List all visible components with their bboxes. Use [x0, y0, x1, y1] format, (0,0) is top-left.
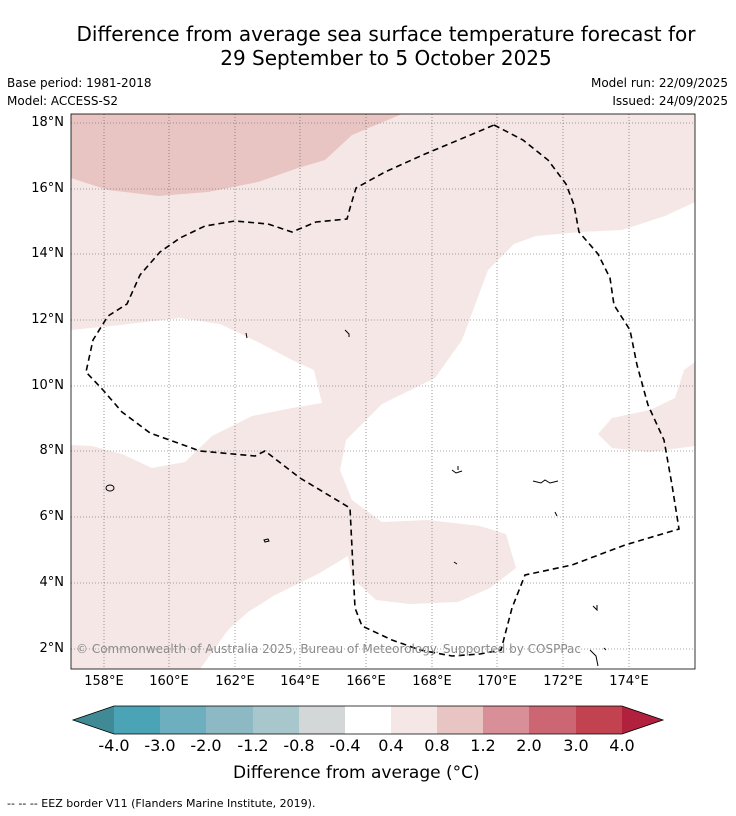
colorbar	[71, 705, 665, 735]
colorbar-tick-label: 0.8	[424, 736, 450, 755]
lat-label-4n: 4°N	[39, 575, 65, 590]
colorbar-bin	[529, 706, 576, 734]
neutral-region-central-east	[200, 202, 695, 669]
colorbar-bin	[483, 706, 529, 734]
map-area	[71, 114, 695, 669]
colorbar-bin	[576, 706, 622, 734]
eez-footnote: -- -- -- EEZ border V11 (Flanders Marine…	[7, 797, 316, 810]
lat-label-8n: 8°N	[39, 443, 65, 458]
model-run: Model run: 22/09/2025	[590, 76, 728, 90]
lat-label-14n: 14°N	[31, 246, 64, 261]
lon-label-166e: 166°E	[346, 674, 386, 689]
title-line-2: 29 September to 5 October 2025	[220, 46, 552, 70]
colorbar-bin	[114, 706, 160, 734]
lon-label-160e: 160°E	[149, 674, 189, 689]
lon-label-158e: 158°E	[84, 674, 124, 689]
chart-title: Difference from average sea surface temp…	[0, 22, 736, 70]
lon-label-172e: 172°E	[543, 674, 583, 689]
lon-label-170e: 170°E	[477, 674, 517, 689]
colorbar-tick-label: -4.0	[98, 736, 130, 755]
colorbar-tick-label: 0.4	[378, 736, 404, 755]
colorbar-tick-label: 3.0	[563, 736, 589, 755]
colorbar-bin	[160, 706, 206, 734]
colorbar-bin	[253, 706, 299, 734]
lat-label-10n: 10°N	[31, 378, 64, 393]
colorbar-bin	[345, 706, 391, 734]
model-name: Model: ACCESS-S2	[7, 94, 119, 108]
title-line-1: Difference from average sea surface temp…	[76, 22, 696, 46]
meta-right: Model run: 22/09/2025 Issued: 24/09/2025	[591, 74, 728, 110]
lon-label-162e: 162°E	[215, 674, 255, 689]
copyright-notice: © Commonwealth of Australia 2025, Bureau…	[76, 642, 581, 656]
colorbar-bin	[206, 706, 253, 734]
colorbar-bin	[391, 706, 437, 734]
island	[105, 484, 115, 492]
lat-label-18n: 18°N	[31, 115, 64, 130]
base-period: Base period: 1981-2018	[7, 76, 152, 90]
lon-label-164e: 164°E	[280, 674, 320, 689]
neutral-region-west	[71, 318, 322, 468]
map-frame	[70, 113, 696, 670]
island	[263, 538, 270, 543]
colorbar-tick-label: -1.2	[237, 736, 269, 755]
lon-label-174e: 174°E	[609, 674, 649, 689]
colorbar-tick-label: 4.0	[609, 736, 635, 755]
colorbar-outline	[71, 705, 665, 735]
colorbar-tick-label: 1.2	[470, 736, 496, 755]
anomaly-region-0-8-1-2	[71, 114, 402, 196]
colorbar-bin	[299, 706, 345, 734]
lat-label-16n: 16°N	[31, 181, 64, 196]
colorbar-title: Difference from average (°C)	[233, 763, 480, 783]
colorbar-tick-label: -3.0	[144, 736, 176, 755]
colorbar-tick-label: 2.0	[516, 736, 542, 755]
colorbar-bin	[437, 706, 483, 734]
colorbar-tick-label: -0.4	[329, 736, 361, 755]
lon-label-168e: 168°E	[412, 674, 452, 689]
lat-label-6n: 6°N	[39, 509, 65, 524]
meta-left: Base period: 1981-2018 Model: ACCESS-S2	[7, 74, 152, 110]
colorbar-tick-label: -0.8	[283, 736, 315, 755]
grid-lines	[71, 114, 695, 669]
colorbar-extend-high	[622, 706, 663, 734]
issued-date: Issued: 24/09/2025	[612, 94, 728, 108]
colorbar-extend-low	[73, 706, 114, 734]
colorbar-tick-label: -2.0	[190, 736, 222, 755]
lat-label-2n: 2°N	[39, 641, 65, 656]
lat-label-12n: 12°N	[31, 312, 64, 327]
